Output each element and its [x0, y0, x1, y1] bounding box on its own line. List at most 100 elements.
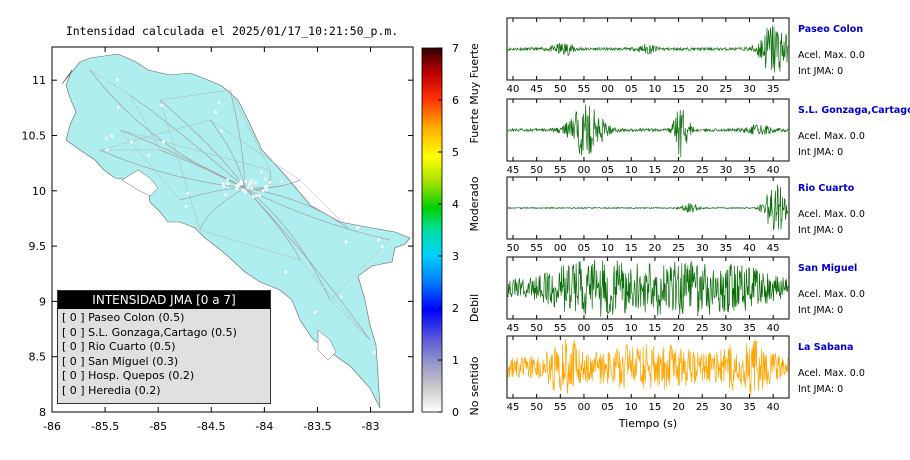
- road-line: [199, 187, 246, 231]
- city-marker: [265, 184, 269, 188]
- city-marker: [235, 187, 238, 190]
- city-marker: [249, 181, 253, 184]
- road-line: [329, 239, 391, 301]
- colorbar-category-label: Debil: [468, 294, 481, 322]
- waveform-tick-label: 10: [625, 402, 638, 413]
- waveform-tick-label: 40: [767, 323, 780, 334]
- city-marker: [246, 186, 250, 190]
- waveform-tick-label: 30: [720, 402, 733, 413]
- colorbar-category-label: No sentido: [468, 356, 481, 415]
- waveform-tick-label: 05: [625, 84, 638, 95]
- city-marker: [340, 295, 343, 299]
- colorbar-category-label: Moderado: [468, 176, 481, 231]
- road-line: [159, 99, 201, 231]
- city-marker: [259, 170, 263, 174]
- city-marker: [105, 136, 108, 140]
- waveform-tick-label: 50: [507, 243, 520, 254]
- waveform-panel: 40 45 50 55 00 05 10 15 20 25 30 35 Paseo Colon Acel.…: [506, 17, 865, 95]
- waveform-panel: 45 50 55 00 05 10 15 20 25 30 35 40 S.L. Gonzaga,Car…: [506, 98, 910, 176]
- waveform-tick-label: 10: [601, 243, 614, 254]
- waveform-tick-label: 05: [601, 165, 614, 176]
- waveform-tick-label: 55: [530, 243, 543, 254]
- city-marker: [235, 184, 238, 188]
- station-acel: Acel. Max. 0.0: [798, 50, 865, 61]
- waveform-tick-label: 20: [672, 402, 685, 413]
- station-int: Int JMA: 0: [798, 384, 843, 395]
- legend-item: [ 0 ] Paseo Colon (0.5): [62, 311, 185, 324]
- city-marker: [284, 270, 287, 274]
- road-line: [89, 69, 246, 189]
- road-line: [349, 229, 391, 241]
- waveform-x-label: Tiempo (s): [618, 417, 677, 430]
- city-marker: [226, 182, 229, 186]
- city-marker: [220, 129, 223, 133]
- x-tick-label: -85.5: [91, 420, 119, 433]
- road-line: [99, 119, 211, 151]
- waveform-tick-label: 15: [625, 243, 638, 254]
- waveform-tick-label: 55: [554, 165, 567, 176]
- city-marker: [162, 140, 165, 144]
- legend-item: [ 0 ] San Miguel (0.3): [62, 354, 179, 368]
- y-tick-label: 10.5: [22, 129, 47, 142]
- station-int: Int JMA: 0: [798, 147, 843, 158]
- colorbar-labels: No sentido Debil Moderado Fuerte Muy Fuerte: [468, 43, 481, 416]
- waveform-tick-label: 45: [507, 402, 520, 413]
- city-marker: [184, 205, 188, 208]
- waveform-tick-label: 40: [767, 402, 780, 413]
- waveform-tick-label: 00: [601, 84, 614, 95]
- city-marker: [236, 183, 240, 187]
- colorbar-tick-label: 3: [452, 250, 459, 263]
- colorbar-tick-label: 4: [452, 198, 459, 211]
- waveform-tick-label: 50: [554, 84, 567, 95]
- map-title: Intensidad calculada el 2025/01/17_10:21…: [66, 24, 398, 38]
- waveform-tick-label: 15: [649, 402, 662, 413]
- city-marker: [88, 54, 92, 58]
- city-marker: [251, 195, 255, 198]
- waveform-tick-label: 25: [672, 243, 685, 254]
- city-marker: [265, 187, 269, 191]
- city-marker: [117, 106, 120, 109]
- road-line: [244, 187, 371, 341]
- waveform-tick-label: 45: [507, 323, 520, 334]
- station-name: La Sabana: [798, 342, 853, 353]
- waveform-tick-label: 50: [530, 402, 543, 413]
- station-acel: Acel. Max. 0.0: [798, 368, 865, 379]
- waveform-tick-label: 40: [507, 84, 520, 95]
- city-marker: [372, 351, 376, 354]
- waveform-tick-label: 45: [530, 84, 543, 95]
- waveform-tick-label: 00: [578, 165, 591, 176]
- city-marker: [130, 140, 133, 144]
- city-marker: [214, 110, 217, 114]
- waveform-tick-label: 55: [554, 402, 567, 413]
- colorbar-category-label: Muy Fuerte: [468, 43, 481, 105]
- waveform-tick-label: 00: [554, 243, 567, 254]
- waveform-tick-label: 35: [743, 323, 756, 334]
- x-tick-label: -86: [43, 420, 61, 433]
- legend-title: INTENSIDAD JMA [0 a 7]: [58, 291, 270, 309]
- map-frame: [51, 46, 414, 413]
- city-marker: [186, 191, 190, 195]
- waveform-trace: [507, 25, 789, 73]
- city-marker: [264, 177, 267, 181]
- road-line: [199, 229, 301, 261]
- waveform-tick-label: 55: [554, 323, 567, 334]
- city-marker: [189, 242, 192, 246]
- waveform-tick-label: 15: [672, 84, 685, 95]
- city-marker: [377, 238, 380, 241]
- road-line: [209, 119, 246, 189]
- road-line: [89, 69, 131, 96]
- waveform-tick-label: 20: [672, 165, 685, 176]
- city-marker: [226, 178, 229, 181]
- waveform-trace: [507, 184, 789, 231]
- dulce-gulf: [317, 329, 337, 361]
- station-int: Int JMA: 0: [798, 305, 843, 316]
- waveform-tick-label: 30: [720, 323, 733, 334]
- road-line: [244, 187, 351, 231]
- waveform-tick-label: 30: [720, 165, 733, 176]
- waveform-trace: [507, 339, 789, 396]
- road-line: [159, 99, 246, 189]
- y-tick-label: 9.5: [29, 240, 47, 253]
- colorbar-gradient: [421, 47, 443, 413]
- road-line: [119, 129, 181, 201]
